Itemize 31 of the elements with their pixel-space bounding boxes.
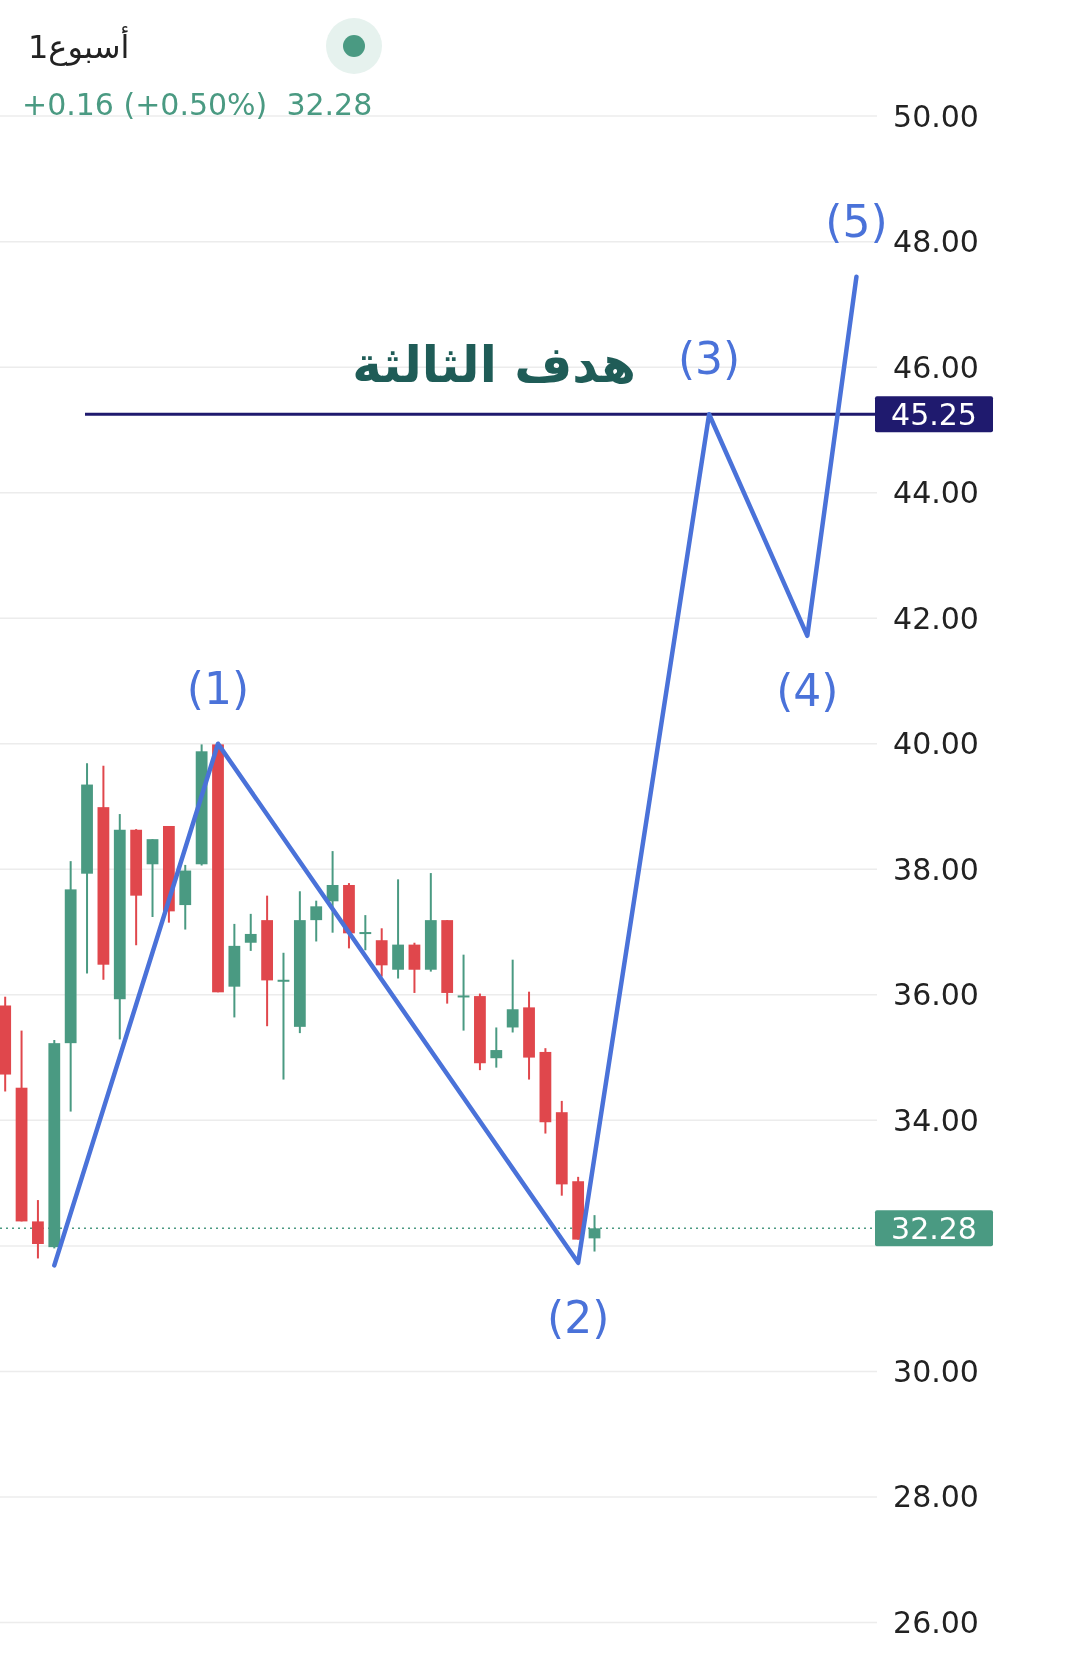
ref-line-label: 32.28	[891, 1211, 977, 1247]
text: 1أسبوع	[28, 26, 130, 66]
candlestick	[244, 912, 257, 952]
annotation: هدف الثالثة	[352, 336, 636, 395]
y-tick-label: 36.00	[893, 977, 979, 1013]
annotation: (3)	[677, 333, 741, 385]
y-tick-label: 42.00	[893, 600, 979, 636]
y-tick-label: 48.00	[893, 224, 979, 260]
annotation: (1)	[186, 662, 250, 714]
y-tick-label: 30.00	[893, 1353, 979, 1389]
candlestick	[457, 953, 470, 1032]
candlestick	[359, 914, 372, 952]
y-tick-label: 44.00	[893, 475, 979, 511]
annotation: (5)	[825, 195, 888, 247]
y-tick-label: 46.00	[893, 349, 979, 385]
candlestick	[506, 958, 519, 1034]
annotation: (4)	[776, 664, 839, 716]
candlestick	[277, 951, 290, 1081]
ref-line-label: 45.25	[891, 397, 977, 433]
y-tick-label: 38.00	[893, 851, 979, 887]
y-tick-label: 26.00	[893, 1604, 979, 1640]
line-series	[52, 274, 859, 1268]
candlestick	[32, 1199, 44, 1260]
text: +0.16 (+0.50%) 32.28	[22, 87, 373, 122]
y-tick-label: 50.00	[893, 98, 979, 134]
y-tick-label: 28.00	[893, 1479, 979, 1515]
y-tick-label: 40.00	[893, 726, 979, 762]
candlestick	[310, 899, 323, 943]
y-tick-label: 34.00	[893, 1102, 979, 1138]
annotation: (2)	[546, 1291, 610, 1343]
candlestick	[490, 1026, 503, 1069]
